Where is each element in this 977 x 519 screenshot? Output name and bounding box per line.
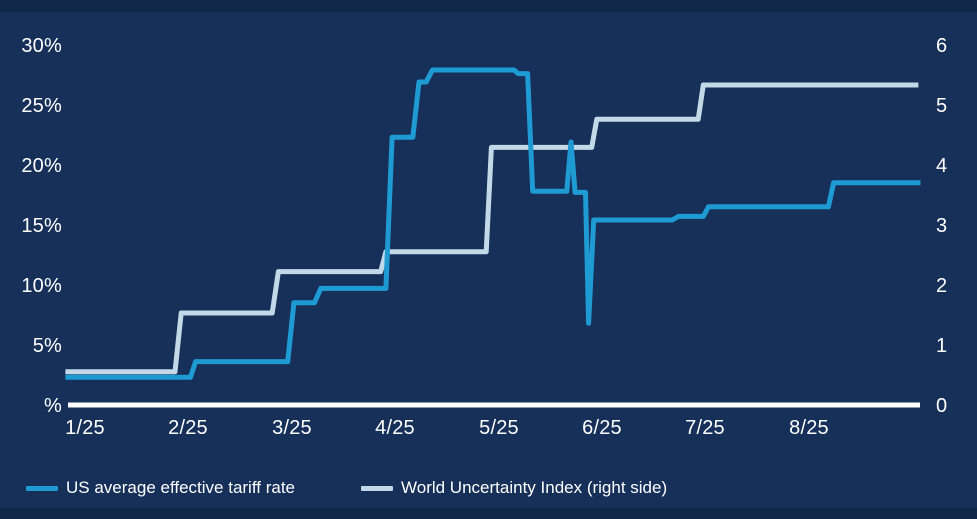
legend-label-wui: World Uncertainty Index (right side) xyxy=(401,478,668,497)
y-axis-label-left: 5% xyxy=(32,335,62,357)
y-axis-label-left: 20% xyxy=(21,155,62,177)
x-axis-label: 5/25 xyxy=(479,417,519,439)
x-axis-label: 1/25 xyxy=(65,417,105,439)
x-axis-label: 3/25 xyxy=(272,417,312,439)
bottom-stripe xyxy=(0,508,977,519)
legend-item-wui: World Uncertainty Index (right side) xyxy=(361,478,667,498)
x-axis-label: 2/25 xyxy=(168,417,208,439)
y-axis-label-right: 5 xyxy=(936,95,948,117)
legend-item-tariff: US average effective tariff rate xyxy=(26,478,295,498)
x-axis-label: 4/25 xyxy=(375,417,415,439)
y-axis-label-right: 1 xyxy=(936,335,948,357)
x-axis-label: 6/25 xyxy=(582,417,622,439)
y-axis-label-right: 4 xyxy=(936,155,948,177)
y-axis-label-left: 10% xyxy=(21,275,62,297)
tariff-line-swatch xyxy=(26,485,58,491)
y-axis-label-left: 25% xyxy=(21,95,62,117)
top-stripe xyxy=(0,0,977,12)
wui-line-swatch xyxy=(361,485,393,491)
tariff-line xyxy=(65,67,921,380)
legend: US average effective tariff rate World U… xyxy=(26,478,667,498)
legend-label-tariff: US average effective tariff rate xyxy=(66,478,295,497)
x-axis-label: 8/25 xyxy=(789,417,829,439)
y-axis-label-right: 3 xyxy=(936,215,948,237)
y-axis-label-left: 15% xyxy=(21,215,62,237)
y-axis-label-right: 0 xyxy=(936,395,948,417)
y-axis-label-right: 6 xyxy=(936,35,948,57)
y-axis-label-right: 2 xyxy=(936,275,948,297)
wui-line xyxy=(65,82,919,375)
y-axis-label-left: 30% xyxy=(21,35,62,57)
y-axis-label-left: % xyxy=(44,395,62,417)
x-axis-label: 7/25 xyxy=(685,417,725,439)
